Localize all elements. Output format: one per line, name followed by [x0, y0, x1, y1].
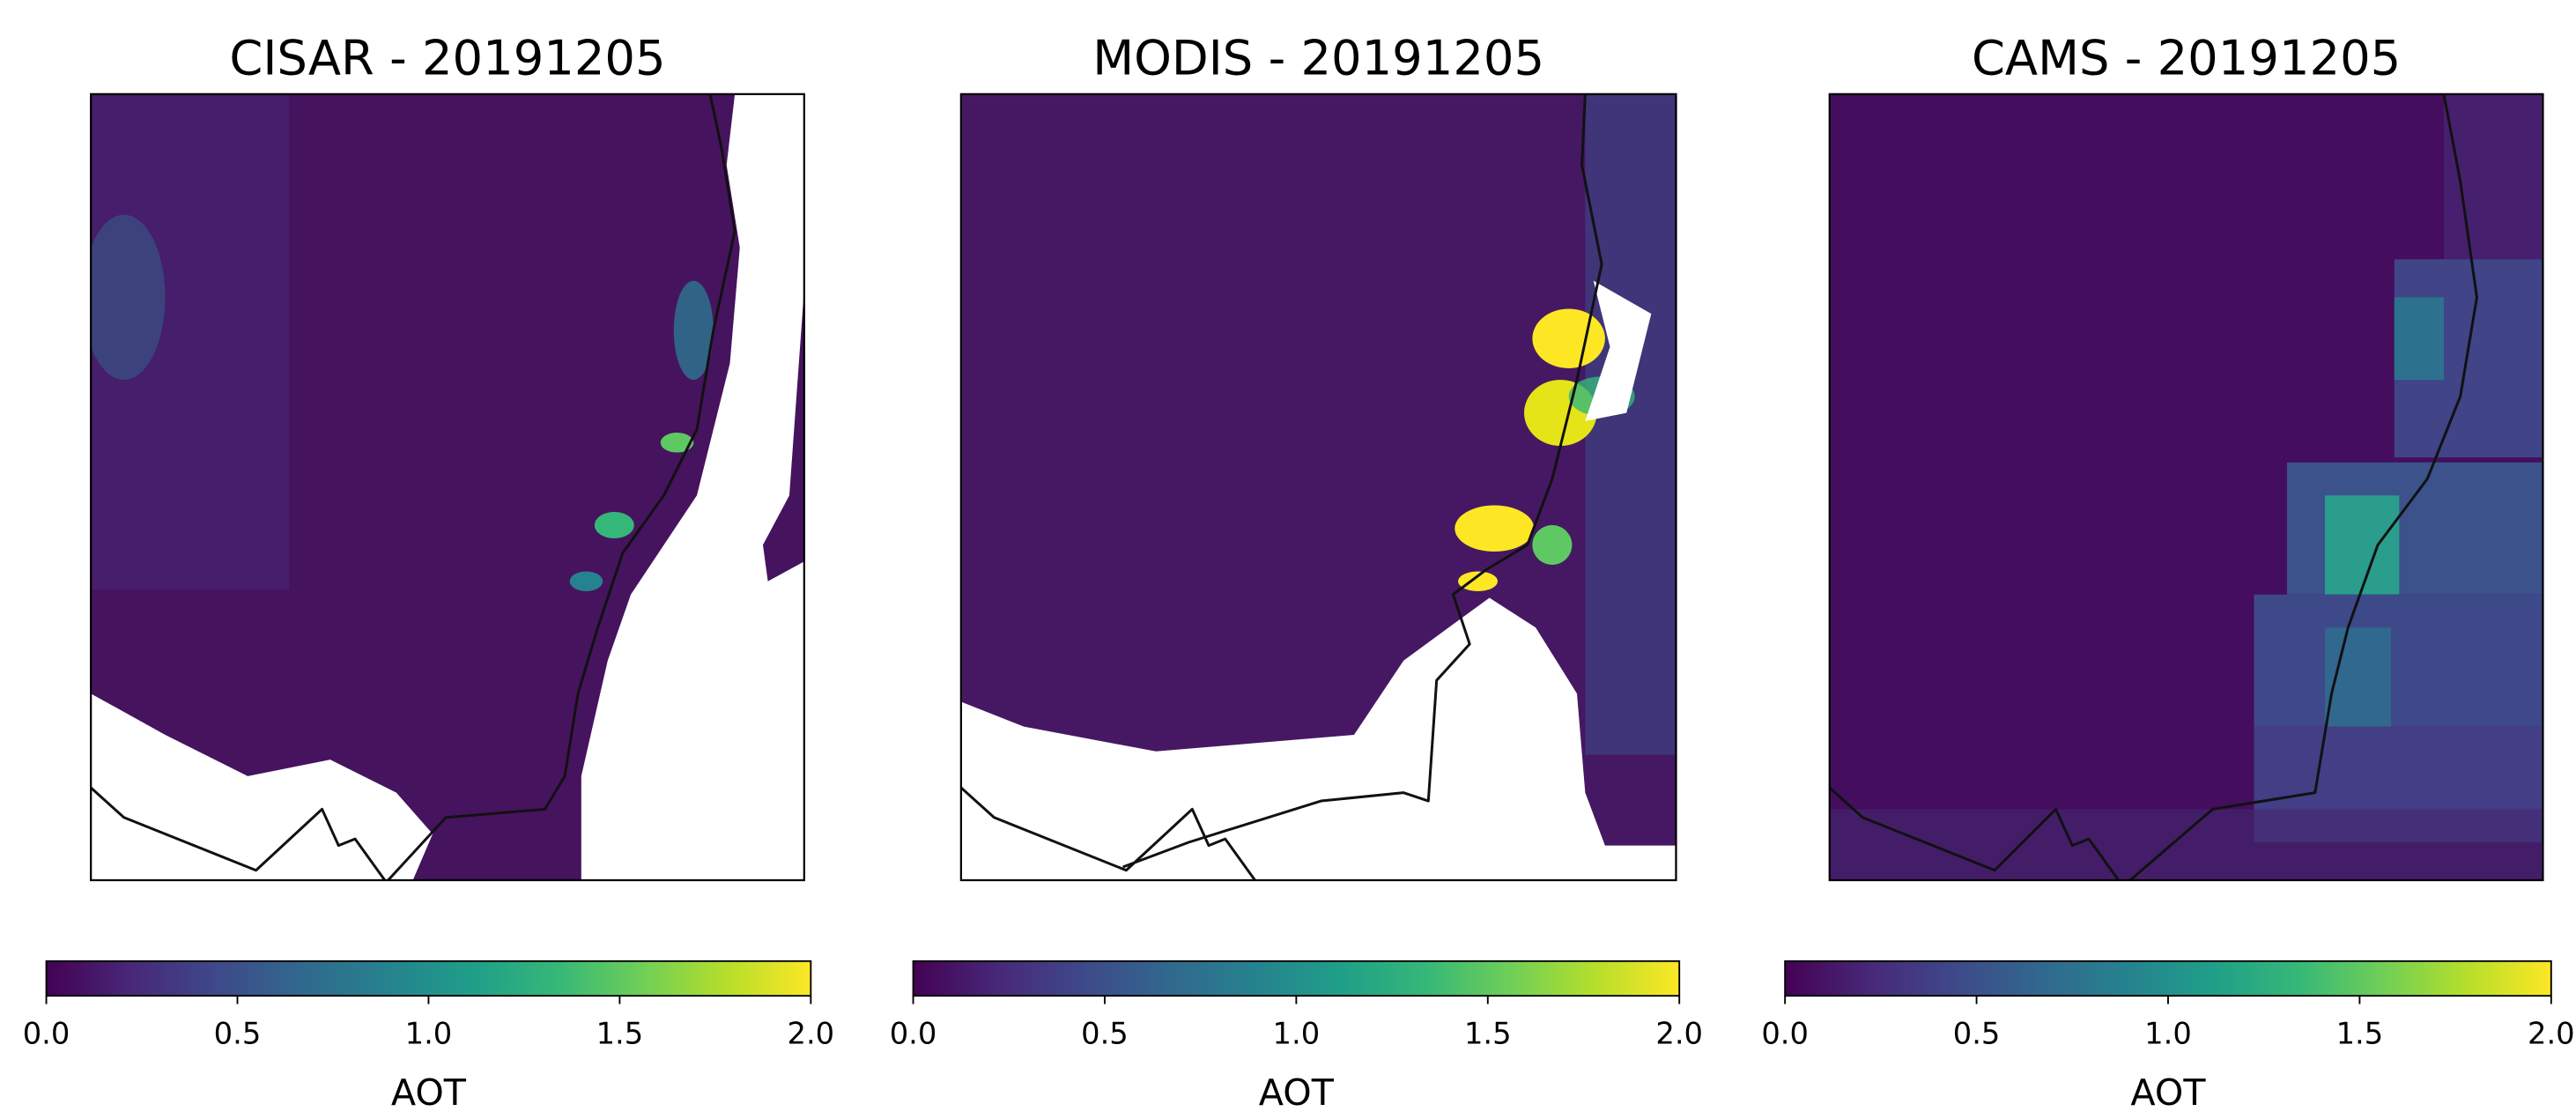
map-cams — [1829, 93, 2543, 880]
colorbars: CISAR - 20191205 0.0 0.5 1.0 1.5 2.0 AOT MODIS … — [23, 30, 2575, 1114]
colorbar-tick-label: 1.0 — [1273, 1017, 1321, 1051]
colorbar-tick-label: 2.0 — [2528, 1017, 2575, 1051]
panel-title: CISAR - 20191205 — [229, 30, 665, 85]
panel-title: MODIS - 20191205 — [1092, 30, 1544, 85]
colorbar-tick-label: 0.5 — [1953, 1017, 2001, 1051]
colorbar-label: AOT — [391, 1071, 467, 1114]
colorbar — [912, 960, 1681, 997]
panel-title: CAMS - 20191205 — [1972, 30, 2401, 85]
colorbar-label: AOT — [2130, 1071, 2206, 1114]
map-modis — [960, 93, 1677, 880]
colorbar-tick-label: 1.5 — [2336, 1017, 2384, 1051]
colorbar-tick-label: 0.0 — [1761, 1017, 1809, 1051]
colorbar-tick-label: 0.0 — [23, 1017, 70, 1051]
colorbar — [1784, 960, 2552, 997]
map-cisar — [91, 93, 804, 880]
colorbar-tick-label: 1.5 — [1464, 1017, 1512, 1051]
colorbar-tick-label: 2.0 — [788, 1017, 835, 1051]
colorbar-tick-label: 0.5 — [1081, 1017, 1129, 1051]
colorbar-tick-label: 2.0 — [1655, 1017, 1703, 1051]
colorbar-tick-label: 1.0 — [2144, 1017, 2192, 1051]
colorbar — [45, 960, 812, 997]
colorbar-tick-label: 1.0 — [405, 1017, 453, 1051]
colorbar-tick-label: 1.5 — [596, 1017, 644, 1051]
colorbar-tick-label: 0.5 — [214, 1017, 262, 1051]
axes-frame — [959, 93, 1677, 882]
colorbar-label: AOT — [1259, 1071, 1335, 1114]
colorbar-tick-label: 0.0 — [890, 1017, 937, 1051]
axes-frame — [90, 93, 805, 882]
axes-frame — [1828, 93, 2544, 882]
